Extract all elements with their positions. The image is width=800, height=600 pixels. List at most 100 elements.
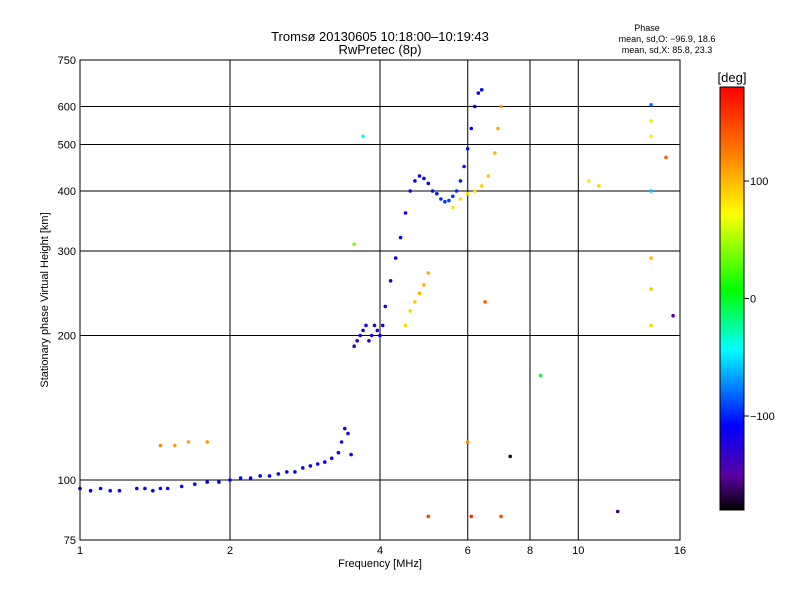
y-tick-label: 600	[58, 102, 76, 114]
colorbar	[719, 86, 745, 511]
echo-point	[649, 103, 653, 107]
echo-point	[458, 197, 463, 201]
phase-heading: Phase	[634, 23, 660, 33]
echo-point	[426, 181, 431, 186]
echo-point	[361, 134, 365, 139]
echo-point	[413, 300, 417, 304]
echo-point	[465, 191, 470, 196]
echo-point	[615, 509, 620, 514]
echo-point	[388, 279, 393, 283]
echo-point	[649, 119, 653, 123]
echo-point	[451, 205, 455, 210]
echo-point	[293, 470, 297, 474]
echo-point	[248, 476, 253, 480]
echo-point	[476, 91, 481, 95]
plot-frame	[79, 59, 681, 541]
echo-point	[108, 488, 112, 493]
echo-point	[479, 88, 484, 92]
echo-point	[88, 488, 93, 493]
echo-point	[186, 440, 191, 444]
echo-point	[367, 339, 371, 343]
echo-point	[587, 179, 591, 183]
echo-point	[499, 104, 503, 109]
y-tick-label: 200	[58, 331, 76, 343]
x-tick-label: 2	[227, 545, 233, 557]
echo-point	[315, 462, 320, 466]
echo-point	[417, 174, 422, 178]
echo-point	[228, 478, 232, 482]
x-axis-label: Frequency [MHz]	[338, 558, 422, 570]
echo-point	[308, 464, 313, 468]
x-tick-label: 8	[527, 545, 533, 557]
echo-point	[143, 486, 147, 491]
echo-point	[301, 466, 305, 470]
echo-point	[493, 151, 497, 155]
echo-point	[473, 189, 477, 193]
y-tick-label: 750	[58, 55, 76, 67]
colorbar-tick-label: 0	[750, 294, 756, 306]
echo-point	[117, 488, 122, 493]
echo-points	[78, 88, 675, 519]
echo-point	[597, 184, 601, 188]
echo-point	[205, 480, 209, 484]
echo-point	[486, 174, 491, 178]
echo-point	[165, 486, 170, 491]
echo-point	[258, 474, 263, 478]
echo-point	[323, 460, 327, 464]
echo-point	[458, 179, 463, 183]
echo-point	[462, 164, 466, 169]
echo-point	[179, 484, 184, 489]
echo-point	[355, 339, 360, 343]
echo-point	[193, 482, 197, 487]
y-tick-label: 300	[58, 246, 76, 258]
y-tick-label: 75	[64, 535, 76, 547]
echo-point	[649, 134, 653, 139]
echo-point	[499, 514, 503, 519]
y-tick-label: 500	[58, 140, 76, 152]
axis-ticks: 1 2 4 6 8 10 16 75 100 200 300 400 500 600 750	[58, 55, 686, 557]
echo-point	[443, 199, 447, 204]
echo-point	[426, 514, 431, 519]
echo-point	[671, 313, 675, 318]
echo-point	[469, 514, 474, 519]
echo-point	[403, 211, 408, 215]
echo-point	[369, 333, 374, 338]
echo-point	[343, 426, 347, 431]
echo-point	[267, 474, 272, 478]
x-tick-label: 4	[377, 545, 383, 557]
echo-point	[422, 283, 426, 287]
echo-point	[408, 309, 413, 313]
echo-point	[339, 440, 344, 444]
echo-point	[447, 198, 451, 203]
x-tick-label: 6	[465, 545, 471, 557]
echo-point	[217, 480, 221, 484]
x-tick-label: 1	[77, 545, 83, 557]
echo-point	[378, 333, 382, 338]
echo-point	[454, 189, 459, 193]
echo-point	[346, 431, 350, 436]
echo-point	[352, 242, 357, 246]
echo-point	[465, 440, 470, 444]
echo-point	[158, 486, 163, 491]
phase-stats-x: mean, sd,X: 85.8, 23.3	[622, 45, 713, 55]
echo-point	[408, 189, 413, 193]
echo-point	[479, 184, 484, 188]
echo-point	[361, 328, 365, 333]
echo-point	[451, 194, 455, 199]
echo-point	[473, 104, 477, 109]
echo-point	[276, 472, 281, 476]
echo-point	[413, 179, 417, 183]
echo-point	[439, 197, 443, 201]
echo-point	[649, 287, 653, 291]
y-tick-label: 400	[58, 186, 76, 198]
echo-point	[426, 271, 431, 275]
echo-point	[238, 476, 243, 480]
echo-point	[151, 488, 155, 493]
echo-point	[417, 291, 422, 296]
echo-point	[205, 440, 209, 444]
echo-point	[403, 323, 408, 328]
colorbar-tick-label: 100	[750, 176, 768, 188]
echo-point	[393, 256, 398, 260]
echo-point	[380, 323, 385, 328]
